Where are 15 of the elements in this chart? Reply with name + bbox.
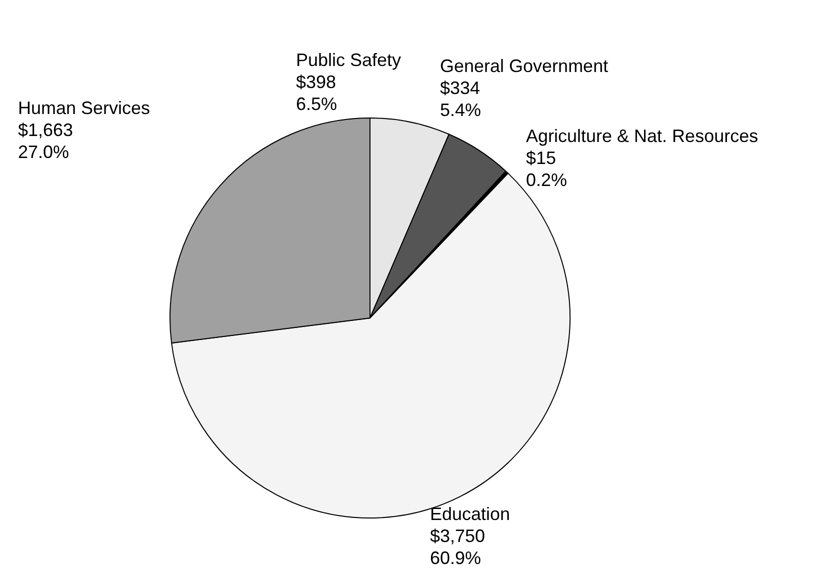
text: 0.2% (526, 170, 568, 190)
slice-label: Education (430, 504, 510, 524)
slice-label: Agriculture & Nat. Resources (526, 126, 758, 146)
data-label: $3,750 (430, 526, 486, 546)
slice-label: General Government (440, 56, 608, 76)
text: 60.9% (430, 548, 482, 568)
slice-label: Public Safety (296, 50, 402, 70)
data-label: $398 (296, 72, 336, 92)
text: 27.0% (18, 142, 70, 162)
data-label: $1,663 (18, 120, 74, 140)
text: 5.4% (440, 100, 482, 120)
data-label: $15 (526, 148, 556, 168)
text: 6.5% (296, 94, 338, 114)
data-label: $334 (440, 78, 480, 98)
slice-label: Human Services (18, 98, 150, 118)
